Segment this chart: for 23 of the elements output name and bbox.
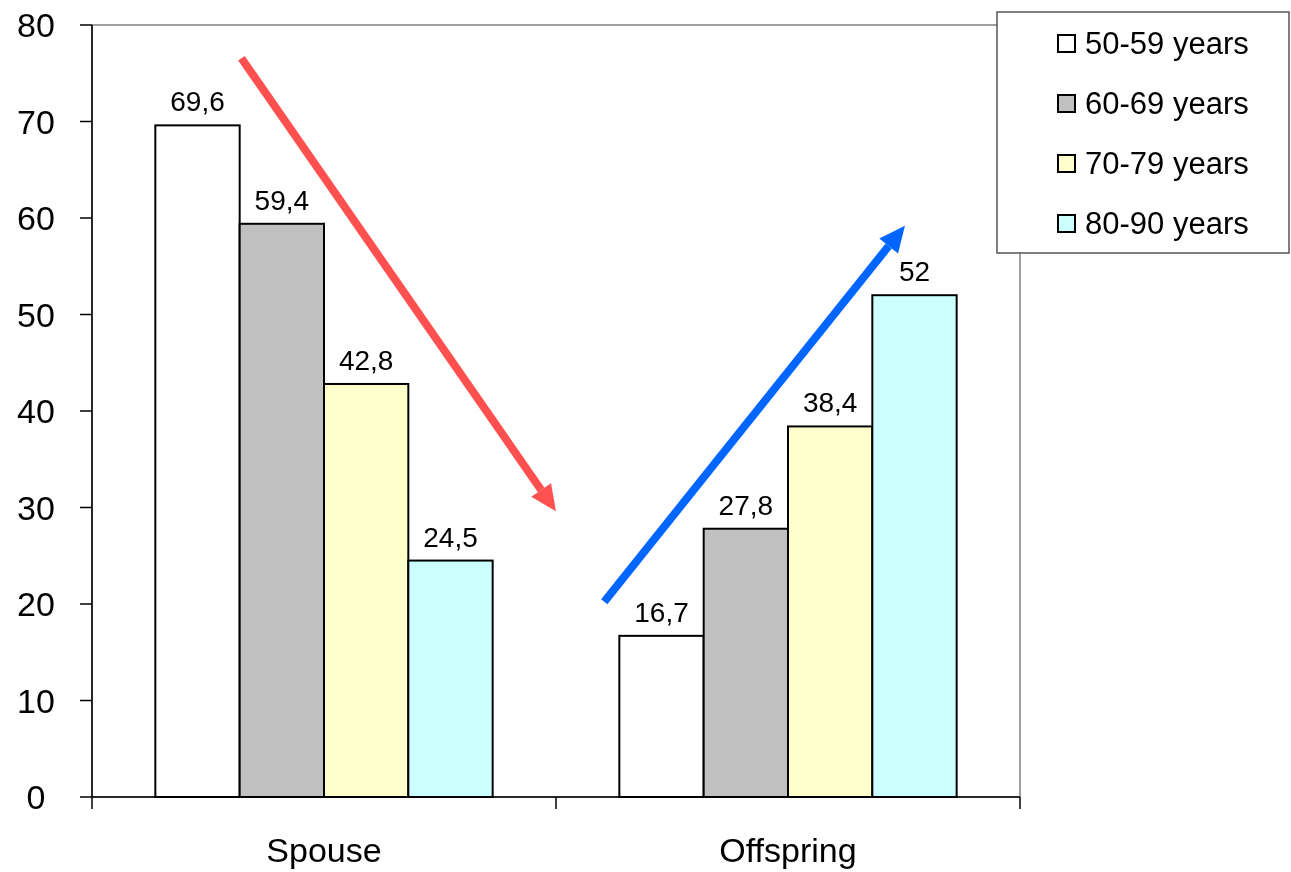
legend-label: 80-90 years [1085,206,1249,241]
y-tick-label: 80 [17,6,55,44]
y-tick-label: 10 [17,681,55,720]
y-tick-label: 20 [17,585,55,623]
data-label: 69,6 [170,86,225,118]
y-tick-label: 50 [17,295,55,334]
y-tick-label: 30 [17,488,55,527]
y-tick-label: 40 [17,392,55,430]
data-label: 52 [898,256,931,288]
y-tick-label: 60 [17,199,55,237]
y-tick-label: 0 [26,778,46,816]
legend-label: 60-69 years [1085,86,1249,121]
data-label: 59,4 [254,184,310,216]
x-tick-label: Spouse [266,831,382,869]
legend-label: 50-59 years [1085,26,1249,61]
y-tick-label: 70 [17,102,55,141]
data-label: 24,5 [423,521,478,553]
data-label: 27,8 [718,489,774,521]
data-label: 38,4 [802,387,858,419]
x-tick-label: Offspring [719,831,857,869]
legend-label: 70-79 years [1085,146,1249,181]
data-label: 42,8 [338,344,394,376]
data-label: 16,7 [634,596,689,628]
